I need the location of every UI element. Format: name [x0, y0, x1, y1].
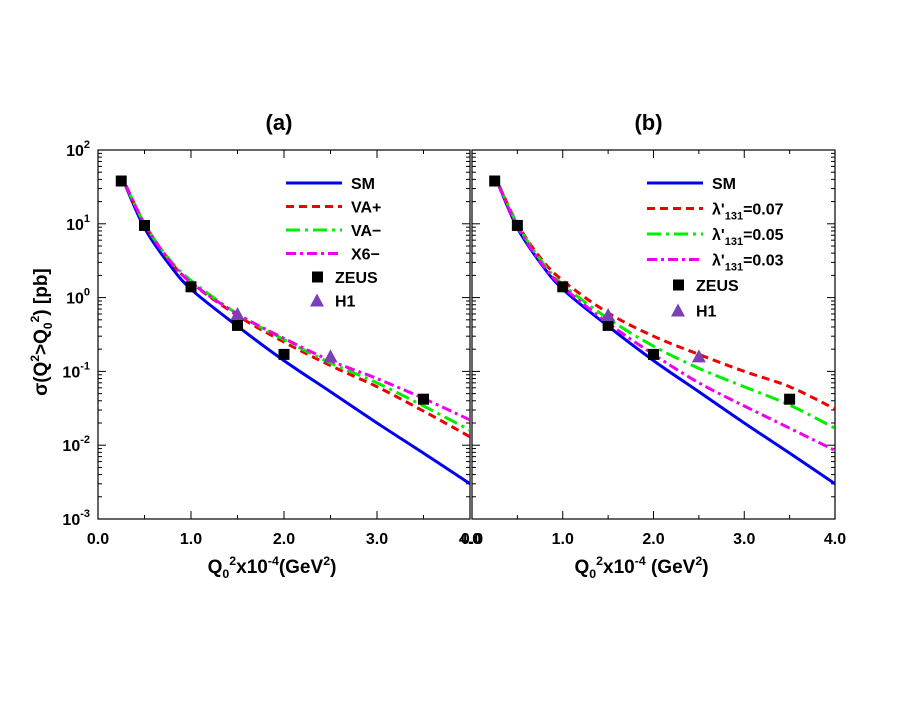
- x-tick-label: 3.0: [733, 531, 755, 548]
- legend-triangle-icon: [310, 293, 324, 307]
- chart-panel-b: 0.0 1.0 2.0 3.0 4.0 (b) Q02x10-4 (GeV2) SM λ'131…: [461, 110, 846, 581]
- x-tick-label: 3.0: [366, 531, 388, 548]
- series-line: [124, 184, 470, 422]
- x-tick-label: 2.0: [642, 531, 664, 548]
- series-line: [497, 184, 835, 411]
- series-line: [124, 184, 470, 439]
- data-point-h1: [691, 349, 706, 363]
- data-point-zeus: [278, 348, 290, 360]
- legend-label: ZEUS: [335, 270, 378, 287]
- data-point-zeus: [489, 175, 501, 187]
- x-tick-label: 0.0: [87, 531, 109, 548]
- legend-label: H1: [335, 294, 356, 311]
- series-line: [124, 185, 470, 486]
- panel-title: (b): [634, 110, 662, 135]
- x-tick-label: 4.0: [824, 531, 846, 548]
- data-point-zeus: [115, 175, 127, 187]
- legend-triangle-icon: [671, 303, 685, 317]
- y-tick-label: 10-3: [62, 508, 90, 529]
- y-tick-label: 102: [66, 139, 90, 160]
- y-tick-label: 10-2: [62, 434, 90, 455]
- legend-label: ZEUS: [696, 278, 739, 295]
- y-tick-label: 10-1: [62, 360, 90, 381]
- series-line: [497, 185, 835, 452]
- series-line: [497, 184, 835, 430]
- legend: SM λ'131=0.07 λ'131=0.05 λ'131=0.03 ZEUS H1: [647, 176, 784, 321]
- legend-label: SM: [351, 176, 375, 193]
- series-line: [497, 185, 835, 486]
- data-point-zeus: [139, 219, 150, 231]
- panel-title: (a): [266, 110, 293, 135]
- data-point-h1: [230, 306, 245, 320]
- legend-square-icon: [312, 271, 323, 283]
- data-point-h1: [323, 349, 338, 363]
- x-axis-label: Q02x10-4(GeV2): [208, 554, 337, 581]
- legend-label: SM: [712, 176, 736, 193]
- legend-label: λ'131=0.05: [712, 227, 784, 248]
- plot-area: [497, 184, 835, 486]
- chart-panel-a: 0.0 1.0 2.0 3.0 4.0 10-3 10-2 10-1 100 101 102 (a) Q…: [62, 110, 481, 581]
- plot-frame: [97, 149, 471, 520]
- data-point-zeus: [557, 281, 569, 293]
- legend-label: λ'131=0.03: [712, 253, 784, 274]
- x-tick-label: 2.0: [273, 531, 295, 548]
- data-point-zeus: [185, 281, 197, 293]
- series-line: [124, 184, 470, 432]
- legend-square-icon: [673, 279, 684, 291]
- y-tick-label: 100: [66, 287, 90, 308]
- data-point-zeus: [648, 348, 659, 360]
- y-tick-label: 101: [66, 213, 90, 234]
- data-point-zeus: [232, 319, 243, 331]
- legend-label: X6−: [351, 247, 380, 264]
- data-point-zeus: [418, 393, 429, 405]
- data-point-zeus: [511, 219, 523, 231]
- x-tick-label: 4.0: [459, 531, 481, 548]
- x-tick-label: 1.0: [552, 531, 574, 548]
- legend-label: VA−: [351, 223, 381, 240]
- plot-area: [124, 184, 470, 486]
- x-axis-label: Q02x10-4 (GeV2): [574, 554, 708, 581]
- x-tick-label: 1.0: [180, 531, 202, 548]
- data-point-zeus: [784, 393, 796, 405]
- legend-label: VA+: [351, 200, 381, 217]
- legend: SM VA+ VA− X6− ZEUS H1: [286, 176, 381, 311]
- x-tick-label: 0.0: [461, 531, 483, 548]
- data-point-zeus: [602, 319, 614, 331]
- legend-label: H1: [696, 304, 717, 321]
- y-axis-label: σ(Q2>Q02) [pb]: [28, 268, 55, 396]
- legend-label: λ'131=0.07: [712, 202, 784, 223]
- data-point-h1: [601, 308, 616, 322]
